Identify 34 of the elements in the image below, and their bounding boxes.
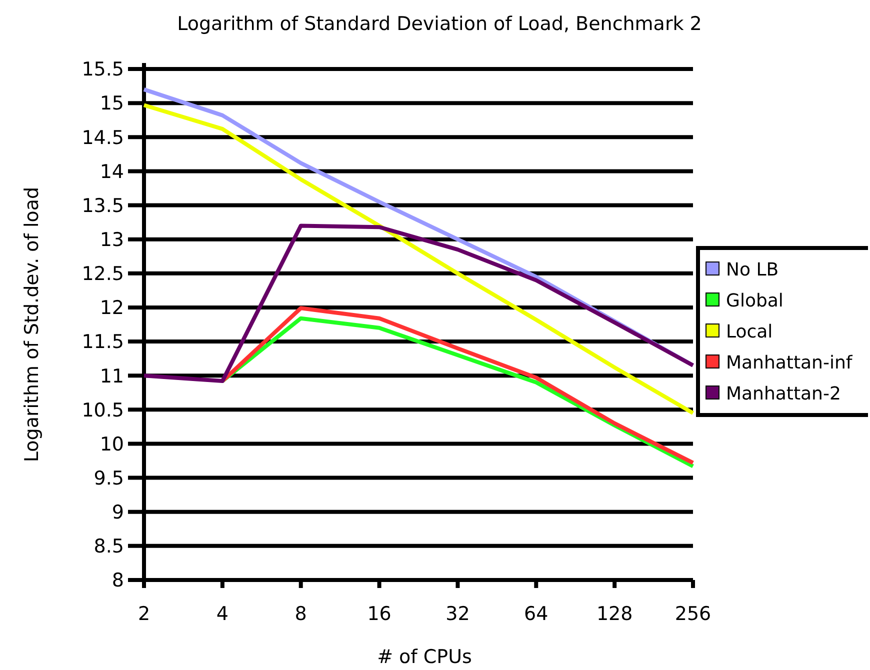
y-tick-label: 9.5	[94, 467, 124, 490]
line-series	[142, 224, 695, 384]
y-tick-label: 9	[112, 502, 124, 524]
legend-label: Manhattan-2	[726, 383, 841, 404]
y-axis-title: Logarithm of Std.dev. of load	[21, 186, 43, 462]
legend-label: No LB	[726, 259, 779, 280]
legend-label: Global	[726, 290, 784, 312]
y-tick-label: 11	[100, 365, 124, 388]
legend-label: Manhattan-inf	[726, 352, 853, 374]
legend-label: Local	[726, 321, 773, 342]
chart-title: Logarithm of Standard Deviation of Load, Benchmark 2	[177, 13, 702, 35]
line-series	[142, 103, 695, 416]
x-tick-label: 2	[138, 603, 150, 625]
y-tick-label: 13	[100, 228, 124, 251]
x-axis-title: # of CPUs	[377, 646, 472, 668]
y-tick-label: 10	[100, 433, 124, 456]
y-tick-label: 10.5	[82, 399, 124, 422]
y-tick-label: 12	[100, 297, 124, 320]
x-tick-label: 8	[294, 603, 307, 625]
x-tick-label: 64	[524, 603, 548, 625]
y-tick-label: 8	[112, 570, 124, 592]
x-tick-label: 128	[596, 603, 633, 625]
y-tick-label: 14.5	[82, 126, 124, 149]
y-tick-label: 12.5	[82, 263, 124, 286]
y-tick-label: 14	[100, 160, 124, 183]
x-tick-label: 4	[216, 603, 228, 625]
y-tick-label: 8.5	[94, 536, 124, 558]
y-tick-label: 11.5	[82, 331, 124, 354]
x-tick-label: 16	[367, 603, 392, 625]
y-tick-label: 13.5	[82, 194, 124, 217]
y-tick-label: 15.5	[82, 58, 124, 81]
y-tick-label: 15	[100, 92, 124, 115]
x-tick-label: 32	[446, 603, 470, 625]
x-tick-label: 256	[674, 603, 712, 625]
